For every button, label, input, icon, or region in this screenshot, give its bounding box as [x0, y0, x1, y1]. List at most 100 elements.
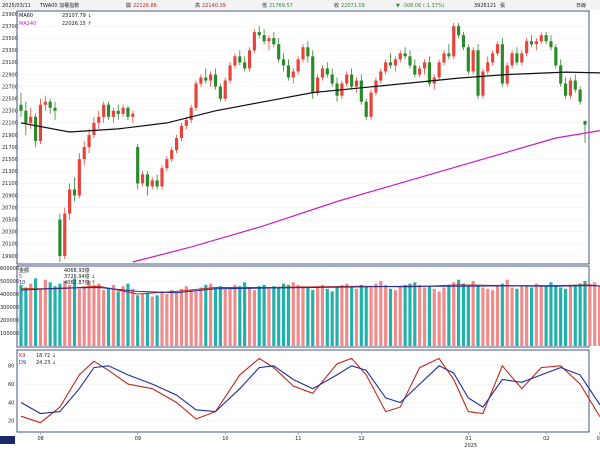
- open-label: 開: [126, 3, 131, 9]
- volume-bar: [82, 286, 86, 346]
- candle-body: [486, 62, 490, 72]
- period-button[interactable]: 日線: [576, 2, 586, 9]
- price-y-tick: 19900: [2, 254, 18, 260]
- candle-body: [495, 44, 500, 54]
- candle-body: [573, 80, 577, 90]
- volume-legend-value: 4068.93億: [64, 267, 90, 274]
- volume-bar: [598, 286, 600, 346]
- candle-body: [238, 56, 242, 63]
- candle-body: [126, 107, 130, 117]
- price-y-tick: 20500: [2, 217, 18, 223]
- volume-bar: [92, 284, 96, 346]
- kd-panel: 80 60 40 20 K9 18.72 ↓ D9 24.23 ↓: [8, 349, 600, 433]
- change-value: -308.06: [402, 3, 421, 9]
- candle-body: [179, 125, 184, 138]
- volume-bar: [286, 284, 290, 346]
- volume-bar: [306, 287, 310, 346]
- candle-body: [403, 53, 407, 57]
- volume-bar: [262, 284, 266, 346]
- candle-body: [554, 47, 558, 66]
- volume-y-tick: 200000: [0, 318, 19, 324]
- candle-body: [145, 174, 149, 187]
- volume-legend-label: 金額: [19, 267, 29, 274]
- volume-bar: [267, 288, 271, 346]
- price-y-tick: 23300: [2, 48, 18, 54]
- high-value: 22140.39: [202, 3, 226, 9]
- candle-body: [491, 53, 495, 63]
- candle-body: [330, 74, 334, 84]
- settings-button[interactable]: [0, 436, 15, 444]
- candle-body: [38, 104, 43, 142]
- volume-bar: [476, 284, 480, 346]
- volume-bar: [136, 295, 140, 346]
- x-tick-label: 12: [358, 436, 364, 442]
- low-label: 低: [262, 2, 267, 9]
- price-legend-label: MA240: [19, 21, 36, 27]
- x-tick-label: 03: [597, 436, 600, 442]
- volume-bar: [311, 290, 315, 346]
- candle-body: [442, 53, 446, 63]
- candle-body: [364, 101, 368, 117]
- candle-body: [252, 32, 256, 51]
- change-arrow: ▼: [396, 3, 400, 9]
- kd-panel-frame: [16, 349, 590, 433]
- candle-body: [281, 59, 286, 66]
- candle-body: [77, 159, 81, 196]
- candle-body: [34, 116, 38, 142]
- candle-body: [194, 83, 198, 108]
- volume-y-tick: 400000: [0, 292, 19, 298]
- candle-body: [510, 53, 514, 66]
- volume-legend-label: 10: [19, 280, 25, 286]
- candle-body: [515, 53, 519, 63]
- candle-body: [457, 26, 461, 36]
- price-legend: MA60 23107.79 ↓ MA240 22026.15 ↑: [19, 13, 92, 27]
- candle-body: [136, 147, 140, 184]
- candle-body: [578, 89, 582, 102]
- price-y-tick: 20100: [2, 242, 18, 248]
- candle-body: [82, 147, 86, 160]
- volume-bar: [437, 291, 441, 346]
- volume-bar: [223, 288, 227, 346]
- kd-legend-value: 18.72 ↓: [36, 353, 56, 359]
- volume-bar: [155, 295, 159, 346]
- volume-bar: [204, 284, 208, 346]
- volume-y-tick: 300000: [0, 305, 19, 311]
- candle-body: [301, 47, 305, 60]
- volume-bar: [175, 292, 179, 346]
- candle-body: [286, 65, 290, 78]
- candle-body: [559, 65, 563, 84]
- candle-body: [568, 80, 572, 96]
- candle-body: [447, 53, 451, 57]
- x-tick-label: 11: [295, 436, 301, 442]
- candle-body: [296, 59, 300, 72]
- candle-body: [199, 77, 203, 84]
- price-y-tick: 21500: [2, 157, 18, 163]
- candle-body: [359, 80, 363, 102]
- volume-bar: [486, 288, 490, 346]
- candle-body: [165, 159, 169, 169]
- price-y-tick: 23900: [2, 12, 18, 18]
- candle-body: [175, 138, 179, 151]
- volume-bar: [495, 284, 500, 346]
- candle-body: [213, 74, 218, 87]
- volume-bar: [281, 283, 286, 346]
- volume-unit: 張: [500, 3, 505, 9]
- candle-body: [267, 38, 271, 42]
- volume-bar: [520, 286, 524, 346]
- candle-body: [233, 56, 237, 66]
- ma60-line: [20, 71, 600, 133]
- volume-bar: [505, 279, 509, 346]
- volume-bar: [539, 284, 543, 346]
- candle-body: [247, 50, 252, 69]
- candle-body: [131, 113, 135, 117]
- candle-body: [29, 116, 33, 123]
- candle-body: [345, 74, 349, 84]
- volume-bar: [126, 283, 130, 346]
- candle-body: [92, 122, 96, 135]
- candle-body: [277, 44, 281, 60]
- price-y-tick: 23700: [2, 24, 18, 30]
- candle-body: [549, 41, 553, 48]
- header-date: 2025/03/11: [2, 3, 31, 9]
- price-legend-value: 22026.15 ↑: [62, 21, 92, 27]
- candle-body: [223, 80, 227, 99]
